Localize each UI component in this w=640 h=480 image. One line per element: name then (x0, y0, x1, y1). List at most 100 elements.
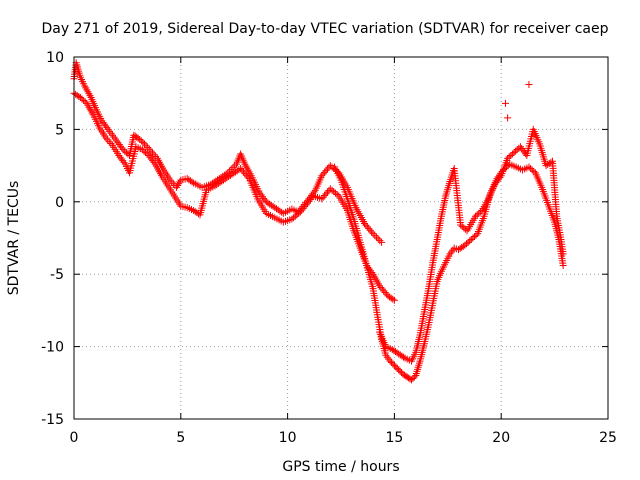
data-point (527, 164, 535, 172)
data-point (362, 221, 370, 229)
data-point (410, 373, 418, 381)
y-tick-label: -15 (41, 412, 64, 428)
data-point (174, 182, 182, 190)
data-point (319, 193, 327, 201)
data-point (381, 289, 389, 297)
grid (74, 57, 608, 419)
x-axis-title: GPS time / hours (282, 459, 399, 475)
data-point (322, 167, 330, 175)
data-point (140, 147, 148, 155)
data-point (466, 237, 474, 245)
data-point (464, 238, 472, 246)
data-point (306, 196, 314, 204)
data-point (504, 114, 512, 122)
data-point (409, 374, 417, 382)
data-point (105, 138, 113, 146)
data-point (150, 151, 158, 159)
data-point (152, 153, 160, 161)
data-marks (70, 59, 567, 384)
data-point (366, 226, 374, 234)
data-point (295, 209, 303, 217)
data-point (134, 134, 142, 142)
data-point (235, 166, 243, 174)
data-point (375, 282, 383, 290)
data-point (496, 173, 504, 181)
data-point (241, 170, 249, 178)
data-point (168, 178, 176, 186)
data-point (238, 166, 246, 174)
data-point (118, 144, 126, 152)
data-point (288, 215, 296, 223)
data-point (473, 211, 481, 219)
data-point (323, 188, 331, 196)
data-point (508, 150, 516, 158)
data-point (143, 150, 151, 158)
data-point (380, 287, 388, 295)
data-point (378, 238, 386, 246)
data-point (322, 190, 330, 198)
y-tick-label: 0 (55, 195, 64, 211)
data-point (231, 162, 239, 170)
data-point (104, 136, 112, 144)
data-point (318, 195, 326, 203)
data-point (122, 149, 130, 157)
data-point (528, 166, 536, 174)
data-point (510, 149, 518, 157)
data-point (166, 176, 174, 184)
data-point (326, 162, 334, 170)
data-point (395, 366, 403, 374)
data-point (296, 208, 304, 216)
data-point (321, 192, 329, 200)
data-point (372, 233, 380, 241)
data-point (507, 151, 515, 159)
data-point (237, 164, 245, 172)
x-tick-label: 10 (279, 430, 297, 446)
data-point (399, 353, 407, 361)
data-point (138, 146, 146, 154)
data-point (369, 230, 377, 238)
data-point (318, 172, 326, 180)
data-point (386, 357, 394, 365)
data-point (504, 154, 512, 162)
data-point (505, 153, 513, 161)
data-point (107, 140, 115, 148)
data-point (472, 212, 480, 220)
data-point (302, 201, 310, 209)
data-point (76, 94, 84, 102)
data-point (301, 203, 309, 211)
data-point (559, 250, 567, 258)
data-point (396, 367, 404, 375)
data-point (559, 262, 567, 270)
data-point (144, 144, 152, 151)
data-point (378, 285, 386, 293)
data-point (120, 158, 128, 166)
axis-ticks: 0 5 10 15 20 25 -15 -10 -5 0 5 10 (41, 50, 617, 446)
data-point (471, 233, 478, 241)
x-tick-label: 0 (70, 430, 79, 446)
data-point (173, 183, 181, 191)
data-point (103, 124, 111, 132)
data-point (330, 188, 338, 196)
data-point (291, 212, 299, 220)
data-point (460, 224, 468, 232)
data-point (298, 206, 306, 214)
data-point (407, 376, 415, 384)
data-point (388, 359, 396, 367)
data-point (512, 147, 520, 155)
data-point (244, 173, 252, 181)
y-tick-label: 5 (55, 122, 64, 138)
data-point (139, 138, 147, 146)
data-point (331, 189, 339, 197)
data-point (188, 178, 196, 186)
data-point (80, 96, 88, 104)
data-point (365, 225, 373, 233)
x-tick-label: 15 (385, 430, 403, 446)
data-point (140, 140, 148, 148)
data-point (142, 149, 150, 157)
data-point (461, 241, 469, 249)
data-point (513, 146, 521, 154)
data-point (175, 180, 183, 188)
data-point (145, 145, 153, 153)
data-point (371, 231, 379, 239)
